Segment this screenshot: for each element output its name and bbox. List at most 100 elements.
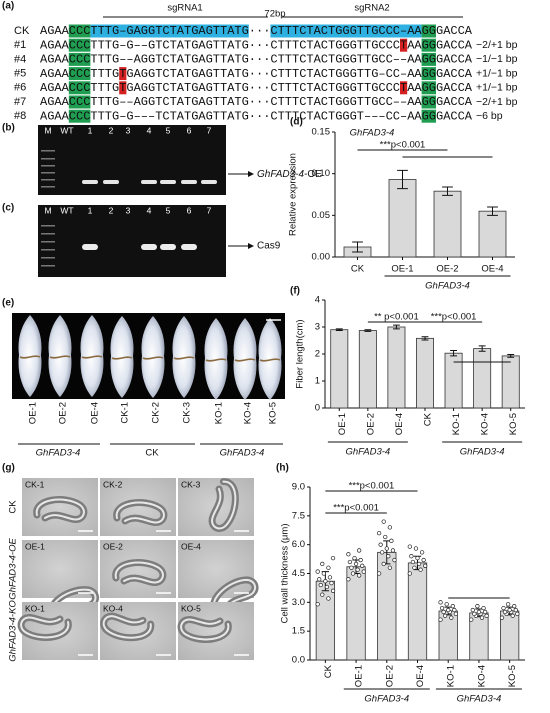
data-point — [384, 546, 389, 551]
sequence: CTTTCTACTGGGTTGCCC–AA — [270, 24, 422, 38]
cell-label: KO-5 — [181, 603, 201, 613]
x-tick-label: OE-2 — [365, 413, 376, 435]
sequence: – — [378, 67, 385, 81]
cell-label: OE-2 — [103, 541, 123, 551]
y-tick-label: 2 — [315, 349, 320, 360]
data-point — [353, 561, 359, 567]
y-tick-label: 0.05 — [312, 210, 331, 221]
sequence: T — [119, 67, 126, 81]
data-point — [315, 602, 320, 607]
row-label: CK — [8, 500, 19, 514]
data-point — [475, 604, 480, 609]
error-bar — [487, 206, 498, 216]
cell-label: CK-2 — [103, 479, 123, 489]
data-point — [442, 613, 448, 618]
sequence: – — [393, 53, 400, 67]
sequence: GACCA — [436, 53, 473, 67]
sequence: TTTG–GAGGTCTATGAGTTATG — [90, 24, 248, 38]
sequence: GACCA — [436, 95, 473, 109]
sequence: –– — [134, 38, 148, 52]
data-point — [326, 565, 331, 570]
panel-label: (c) — [2, 203, 14, 214]
data-point — [323, 579, 328, 584]
lane-label: 5 — [166, 125, 171, 135]
y-tick-label: 0.15 — [312, 127, 331, 138]
x-tick-label: OE-4 — [415, 665, 426, 687]
sequence: AA — [407, 95, 422, 109]
group-label: GhFAD3-4 — [460, 447, 505, 458]
panel-label: (h) — [276, 463, 289, 474]
sequence: TTTG– — [90, 53, 126, 67]
bar — [377, 551, 397, 661]
highlight — [400, 81, 408, 95]
y-tick-label: 1 — [315, 376, 320, 387]
highlight — [400, 38, 408, 52]
edit-note: −6 bp — [476, 110, 503, 122]
data-point — [329, 580, 334, 586]
data-point — [450, 604, 455, 609]
data-point — [326, 596, 331, 601]
data-point — [513, 607, 518, 613]
data-point — [469, 617, 474, 622]
bands — [82, 244, 197, 250]
sequence: GACCA — [436, 67, 473, 81]
data-point — [330, 555, 336, 561]
y-tick-label: 4.5 — [292, 568, 305, 579]
data-point — [320, 561, 325, 567]
lane-label: 4 — [147, 205, 152, 215]
sequence: GACCA — [436, 24, 473, 38]
y-tick-label: 0.0 — [292, 655, 305, 666]
group-label: GhFAD3-4 — [457, 694, 502, 705]
bar — [387, 326, 406, 409]
highlight — [421, 81, 436, 95]
sequence: CTTTCTACTGGGTTGCC — [270, 95, 392, 109]
sequence: TTTG — [90, 67, 119, 81]
sequence: TTTG–G — [90, 109, 133, 123]
panel-label: (e) — [2, 298, 14, 309]
error-bar — [335, 328, 343, 332]
data-point — [318, 582, 323, 588]
data-point — [423, 563, 428, 568]
x-tick-label: OE-1 — [391, 264, 413, 275]
cell-label: KO-1 — [25, 603, 45, 613]
sequence: ––– — [364, 109, 386, 123]
edit-note: −2/+1 bp — [476, 39, 518, 51]
lane-label: 6 — [187, 205, 192, 215]
lane-label: 4 — [147, 125, 152, 135]
sequence: TTTG–G — [90, 38, 133, 52]
bar — [388, 179, 417, 258]
sequence: CCC — [69, 38, 91, 52]
sequence: AA — [407, 81, 422, 95]
highlight — [68, 81, 91, 95]
lane-label: WT — [60, 205, 73, 215]
y-axis-label: Cell wall thickness (μm) — [280, 524, 291, 624]
y-tick-label: 1.5 — [292, 626, 305, 637]
error-bar — [507, 354, 515, 358]
x-tick-label: OE-2 — [436, 264, 458, 275]
panel-label: (d) — [290, 117, 303, 128]
edit-note: −2/+1 bp — [476, 96, 518, 108]
gene-suffix: -OE — [304, 169, 322, 180]
sequence: TCTATGAGTTATG — [155, 109, 249, 123]
scale-bars — [78, 530, 249, 656]
sequence: – — [126, 95, 133, 109]
sequence: GG — [422, 109, 436, 123]
bar — [416, 337, 434, 409]
lane-label: M — [44, 205, 51, 215]
data-point — [390, 548, 396, 553]
sequence: CTTTCTACTGGGTTGCCC — [270, 81, 400, 95]
data-point — [439, 605, 445, 611]
sequence: ··· — [249, 95, 271, 109]
data-point — [327, 575, 333, 580]
sequence: ··· — [249, 24, 271, 38]
lane-label: 2 — [109, 205, 114, 215]
data-point — [479, 615, 485, 620]
lane-label: M — [44, 125, 51, 135]
sequence: ··· — [249, 81, 271, 95]
significance-label: ***p<0.001 — [431, 312, 477, 323]
significance-label: ***p<0.001 — [349, 481, 395, 492]
error-bar — [364, 329, 372, 332]
cell-label: OE-4 — [181, 541, 201, 551]
edit-note: +1/−1 bp — [476, 67, 518, 79]
data-point — [502, 609, 508, 615]
